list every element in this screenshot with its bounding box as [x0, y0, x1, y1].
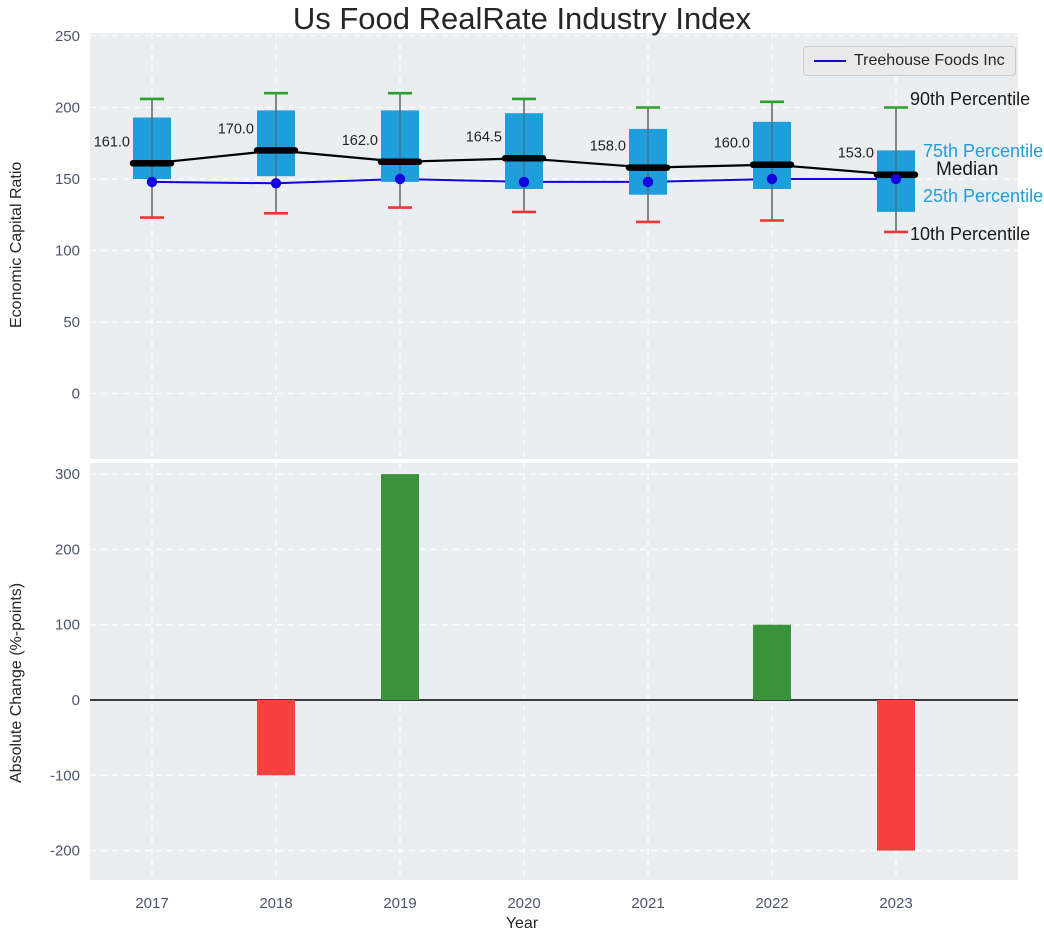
- svg-text:2022: 2022: [755, 895, 788, 912]
- svg-text:2019: 2019: [383, 895, 416, 912]
- svg-text:100: 100: [55, 243, 80, 260]
- svg-text:162.0: 162.0: [342, 133, 378, 149]
- svg-text:2023: 2023: [879, 895, 912, 912]
- svg-text:164.5: 164.5: [466, 129, 502, 145]
- svg-text:50: 50: [63, 314, 80, 331]
- svg-text:160.0: 160.0: [714, 136, 750, 152]
- svg-text:161.0: 161.0: [94, 134, 130, 150]
- svg-text:2018: 2018: [259, 895, 292, 912]
- svg-text:2017: 2017: [135, 895, 168, 912]
- svg-text:200: 200: [55, 541, 80, 558]
- svg-text:100: 100: [55, 617, 80, 634]
- svg-text:158.0: 158.0: [590, 139, 626, 155]
- svg-text:150: 150: [55, 171, 80, 188]
- svg-text:0: 0: [72, 386, 80, 403]
- svg-text:200: 200: [55, 100, 80, 117]
- svg-text:300: 300: [55, 466, 80, 483]
- svg-text:-200: -200: [50, 843, 80, 860]
- svg-text:2020: 2020: [507, 895, 540, 912]
- svg-text:-100: -100: [50, 767, 80, 784]
- svg-text:153.0: 153.0: [838, 146, 874, 162]
- svg-text:2021: 2021: [631, 895, 664, 912]
- svg-text:0: 0: [72, 692, 80, 709]
- svg-text:170.0: 170.0: [218, 121, 254, 137]
